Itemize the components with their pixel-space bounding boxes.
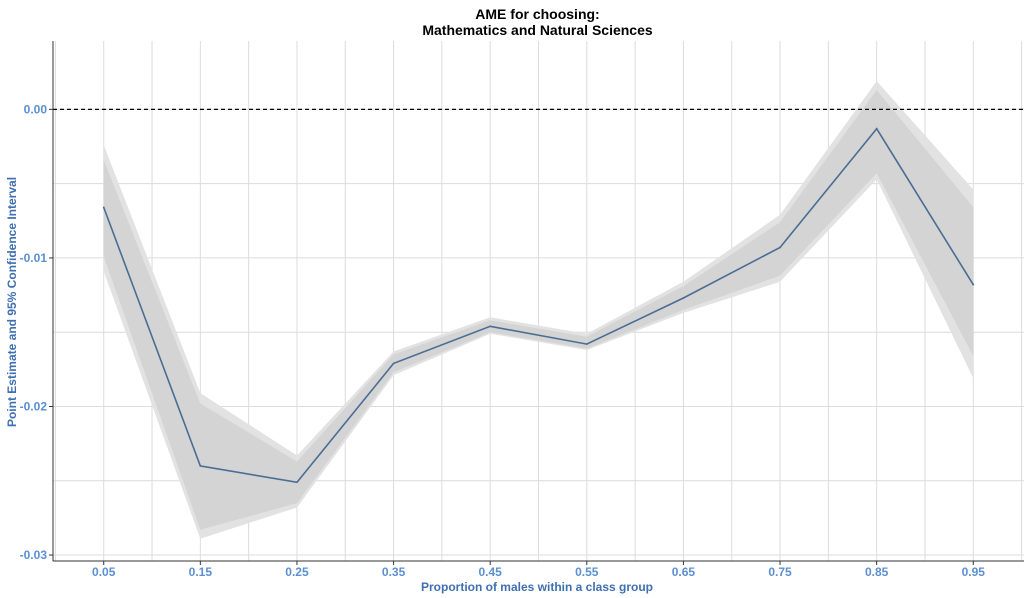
x-axis-title: Proportion of males within a class group [421, 580, 653, 594]
estimate-point [102, 206, 105, 209]
x-tick-label: 0.75 [768, 565, 792, 579]
ci-band-inner [103, 90, 974, 530]
axis-layer: 0.00 -0.01 -0.02 -0.03 0.05 0.15 0.25 0.35 0.45 0… [20, 41, 1024, 579]
estimate-point [972, 283, 975, 286]
estimate-point [392, 362, 395, 365]
estimate-line-layer [53, 108, 1024, 484]
y-tick-label: -0.03 [20, 548, 48, 562]
x-tick-label: 0.15 [189, 565, 213, 579]
confidence-band-layer [103, 81, 974, 539]
estimate-point [585, 343, 588, 345]
x-tick-label: 0.85 [865, 565, 889, 579]
x-tick-label: 0.25 [285, 565, 309, 579]
y-axis-title: Point Estimate and 95% Confidence Interv… [5, 177, 19, 427]
x-tick-label: 0.95 [962, 565, 986, 579]
x-tick-label: 0.65 [672, 565, 696, 579]
estimate-point [779, 246, 781, 249]
x-tick-label: 0.55 [575, 565, 599, 579]
estimate-point [682, 297, 685, 299]
y-tick-label: -0.02 [20, 399, 48, 413]
x-tick-label: 0.45 [479, 565, 503, 579]
chart-title-line-1: AME for choosing: [475, 6, 600, 22]
x-tick-label: 0.35 [382, 565, 406, 579]
estimate-point [199, 465, 202, 467]
chart-title-line-2: Mathematics and Natural Sciences [422, 22, 653, 38]
y-tick-label: 0.00 [24, 102, 48, 116]
estimate-point [296, 481, 298, 484]
x-tick-label: 0.05 [92, 565, 116, 579]
estimate-point [875, 127, 878, 130]
estimate-line [102, 127, 974, 484]
y-tick-label: -0.01 [20, 251, 48, 265]
estimate-point [489, 325, 492, 328]
